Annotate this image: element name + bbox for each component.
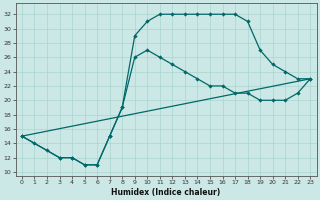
- X-axis label: Humidex (Indice chaleur): Humidex (Indice chaleur): [111, 188, 221, 197]
